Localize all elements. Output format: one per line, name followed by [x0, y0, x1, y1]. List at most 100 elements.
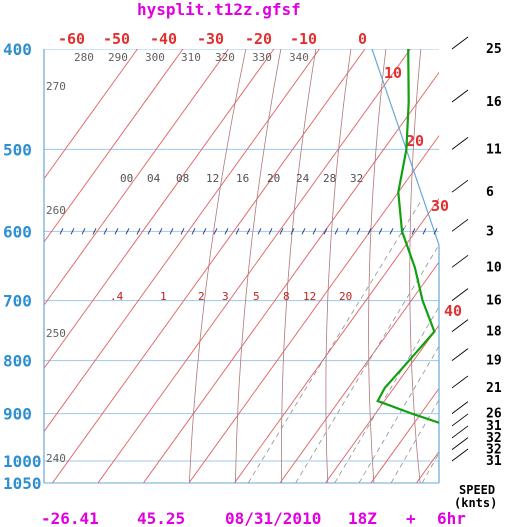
wind-barb	[451, 448, 469, 462]
level-hatch	[257, 228, 262, 235]
mixing-ratio-lower-label: 1	[160, 290, 167, 303]
wind-speed-label: 25	[486, 42, 502, 57]
mixing-ratio-line	[247, 200, 422, 483]
isotherm-line	[44, 49, 320, 433]
dry-adiabat-line	[409, 49, 422, 483]
level-hatch	[334, 228, 339, 235]
wind-barb	[451, 319, 469, 333]
dewpoint-line	[376, 49, 439, 424]
isotherm-line	[44, 49, 229, 306]
level-hatch	[312, 228, 317, 235]
pressure-tick-label: 900	[3, 405, 32, 424]
pressure-tick-label: 1000	[3, 452, 42, 471]
level-hatch	[59, 228, 64, 235]
isotherm-line	[97, 49, 411, 483]
temperature-top-label: 0	[358, 30, 367, 48]
dry-adiabat-line	[235, 49, 282, 483]
isotherm-line	[279, 261, 439, 483]
wind-barb	[451, 218, 469, 232]
theta-label: 270	[46, 80, 66, 93]
wind-speed-label: 21	[486, 381, 502, 396]
mixing-ratio-upper-label: 00	[120, 172, 133, 185]
pressure-tick-label: 1050	[3, 474, 42, 493]
isotherm-line	[44, 49, 138, 180]
theta-label: 340	[289, 51, 309, 64]
dry-adiabat-line	[189, 49, 247, 483]
chart-title: hysplit.t12z.gfsf	[137, 0, 301, 19]
mixing-ratio-lower-label: 5	[253, 290, 260, 303]
pressure-tick-label: 500	[3, 140, 32, 159]
wind-barb	[451, 425, 469, 439]
isotherm-line	[143, 71, 439, 483]
level-hatch	[147, 228, 152, 235]
level-hatch	[323, 228, 328, 235]
temperature-top-label: -40	[150, 30, 177, 48]
mixing-ratio-line	[334, 306, 439, 483]
temperature-top-label: -60	[58, 30, 85, 48]
level-hatch	[70, 228, 75, 235]
mixing-ratio-upper-label: 08	[176, 172, 189, 185]
temperature-side-label: 10	[384, 64, 402, 82]
mixing-ratio-line	[295, 244, 439, 483]
theta-label: 250	[46, 327, 66, 340]
pressure-tick-label: 400	[3, 40, 32, 59]
footer-plus: +	[406, 509, 416, 527]
level-hatch	[202, 228, 207, 235]
wind-barb	[451, 254, 469, 268]
isotherm-line	[234, 198, 439, 483]
wind-speed-label: 10	[486, 260, 502, 275]
level-hatch	[422, 228, 427, 235]
mixing-ratio-upper-label: 20	[267, 172, 280, 185]
pressure-tick-label: 800	[3, 352, 32, 371]
wind-barb	[451, 136, 469, 150]
footer-lat: -26.41	[41, 509, 99, 527]
level-hatch	[433, 228, 438, 235]
wind-barb	[451, 179, 469, 193]
wind-speed-label: 16	[486, 294, 502, 309]
speed-unit: (knts)	[454, 496, 497, 510]
level-hatch	[92, 228, 97, 235]
pressure-tick-label: 700	[3, 292, 32, 311]
theta-label: 280	[74, 51, 94, 64]
level-hatch	[224, 228, 229, 235]
isotherm-line	[370, 387, 439, 483]
temperature-top-label: -10	[290, 30, 317, 48]
mixing-ratio-upper-label: 28	[323, 172, 336, 185]
footer-lon: 45.25	[137, 509, 185, 527]
level-hatch	[125, 228, 130, 235]
isotherm-line	[44, 49, 275, 370]
level-hatch	[213, 228, 218, 235]
chart-grid	[44, 49, 439, 483]
mixing-ratio-line	[358, 345, 439, 483]
level-hatch	[158, 228, 163, 235]
mixing-ratio-lower-label: 12	[303, 290, 316, 303]
wind-barb	[451, 288, 469, 301]
theta-label: 330	[252, 51, 272, 64]
footer: -26.41 45.25 08/31/2010 18Z + 6hr	[41, 509, 466, 527]
wind-speed-label: 11	[486, 142, 502, 157]
temperature-top-label: -50	[103, 30, 130, 48]
wind-speed-label: 31	[486, 454, 502, 469]
wind-speed-label: 19	[486, 354, 502, 369]
wind-barb	[451, 89, 469, 103]
theta-label: 310	[181, 51, 201, 64]
mixing-ratio-upper-label: 12	[206, 172, 219, 185]
wind-speed-label: 3	[486, 224, 494, 239]
mixing-ratio-upper-label: 04	[147, 172, 161, 185]
level-hatch	[367, 228, 372, 235]
isotherm-line	[188, 134, 439, 483]
level-hatch	[114, 228, 119, 235]
theta-label: 320	[215, 51, 235, 64]
wind-speed-label: 18	[486, 325, 502, 340]
wind-speed-label: 16	[486, 95, 502, 110]
mixing-ratio-lower-label: 20	[339, 290, 352, 303]
isotherm-line	[44, 49, 184, 243]
theta-label: 300	[145, 51, 165, 64]
temperature-side-label: 20	[406, 132, 424, 150]
temperature-side-label: 40	[444, 302, 462, 320]
temperature-line	[484, 49, 505, 461]
level-hatch	[356, 228, 361, 235]
